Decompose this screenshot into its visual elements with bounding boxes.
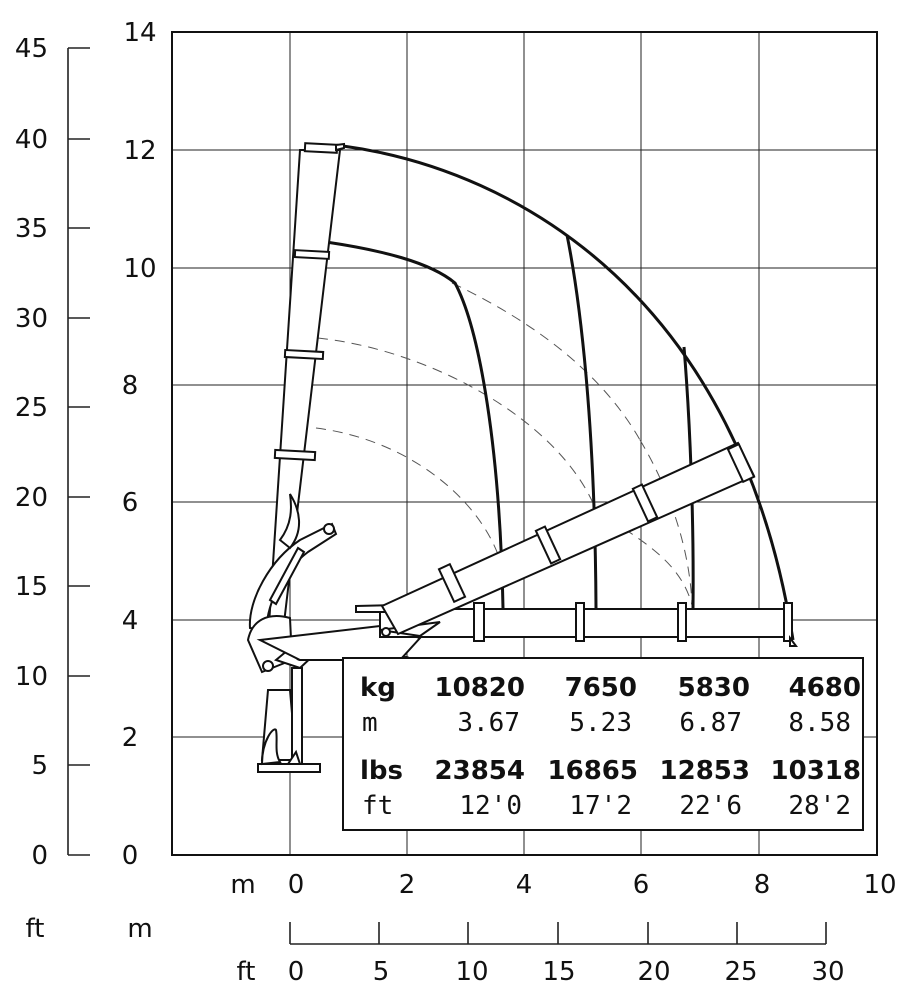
extension-sleeve [677,602,687,642]
m-tick-label: 6 [633,870,650,900]
lbs-value: 23854 [435,756,525,786]
extension-sleeve [473,602,485,642]
ft-tick-label: 0 [31,841,48,871]
m-tick-label: 12 [123,136,156,166]
load-table: kg 10820 7650 5830 4680 m 3.67 5.23 6.87… [342,657,864,831]
ft-axis-bottom [289,922,827,945]
ft-tick-label: 20 [637,957,670,987]
ft-tick-label: 30 [15,304,48,334]
ft-unit-label: ft [26,914,45,944]
ft-tick-label: 25 [724,957,757,987]
crane-support-leg [260,728,282,766]
kg-label: kg [360,673,396,703]
ft-tick-label: 15 [542,957,575,987]
m-axis-left-labels: 0 2 4 6 8 10 12 14 [122,18,157,871]
kg-value: 7650 [565,673,637,703]
inclined-boom [380,441,756,636]
lbs-label: lbs [360,756,403,786]
m-tick-label: 14 [123,18,156,48]
m-value: 3.67 [457,708,520,738]
ft-tick-label: 40 [15,125,48,155]
curve-reach-1 [325,240,505,609]
m-value: 8.58 [788,708,851,738]
ft-tick-label: 10 [455,957,488,987]
m-value: 5.23 [569,708,632,738]
m-tick-label: 10 [863,870,896,900]
extension-sleeve [575,602,585,642]
ft-tick-label: 0 [288,957,305,987]
m-tick-label: 4 [122,606,139,636]
incline-sleeve [534,525,562,565]
lbs-value: 16865 [548,756,638,786]
ft-value: 22'6 [679,791,742,821]
m-label: m [362,708,378,738]
incline-sleeve [726,442,756,484]
ft-label: ft [362,791,393,821]
ft-axis-left [67,47,90,856]
pivot-pin [323,523,335,535]
crane-drawing [246,142,798,773]
ft-tick-label: 15 [15,572,48,602]
ft-axis-bottom-labels: ft 0 5 10 15 20 25 30 [237,957,845,987]
m-value: 6.87 [679,708,742,738]
m-tick-label: 8 [754,870,771,900]
lbs-value: 12853 [660,756,750,786]
outer-envelope-curve [342,144,795,641]
m-tick-label: 10 [123,254,156,284]
m-tick-label: 0 [288,870,305,900]
ft-tick-label: 5 [373,957,390,987]
load-curves [325,144,795,641]
load-table-box [342,657,864,831]
boom-tip [335,142,345,152]
m-unit-label: m [230,870,255,900]
incline-sleeve [437,562,467,604]
pivot-pin [381,627,391,637]
boom-sleeve [283,348,325,361]
ft-value: 12'0 [459,791,522,821]
kg-value: 4680 [789,673,861,703]
crane-ram-foot [286,749,302,765]
ft-tick-label: 25 [15,393,48,423]
m-axis-bottom-labels: m 0 2 4 6 8 10 [230,870,896,900]
extension-sleeve [783,602,793,642]
ft-tick-label: 10 [15,662,48,692]
ft-unit-label-bottom: ft [237,957,256,987]
ft-tick-label: 45 [15,34,48,64]
boom-sleeve [303,142,339,154]
ft-axis-left-labels: 0 5 10 15 20 25 30 35 40 45 [15,34,48,871]
hydraulic-cylinder [268,546,306,606]
ft-value: 28'2 [788,791,851,821]
plot-frame [171,31,878,856]
ft-value: 17'2 [569,791,632,821]
m-unit-label-secondary: m [127,914,152,944]
ft-tick-label: 20 [15,483,48,513]
m-tick-label: 2 [399,870,416,900]
m-tick-label: 6 [122,488,139,518]
boom-sleeve [293,249,331,260]
incline-sleeve [631,483,659,523]
kg-value: 10820 [435,673,525,703]
m-tick-label: 0 [122,841,139,871]
tip-hook [789,635,798,647]
m-tick-label: 8 [122,371,139,401]
ft-tick-label: 35 [15,214,48,244]
hook-bracket [278,493,300,550]
pivot-pin [262,660,274,672]
crane-ram [291,667,303,765]
kg-value: 5830 [678,673,750,703]
m-tick-label: 4 [516,870,533,900]
ft-tick-label: 30 [811,957,844,987]
ft-tick-label: 5 [31,751,48,781]
m-tick-label: 2 [122,723,139,753]
crane-base-plate [257,763,321,773]
lbs-value: 10318 [771,756,861,786]
boom-sleeve [273,448,317,462]
